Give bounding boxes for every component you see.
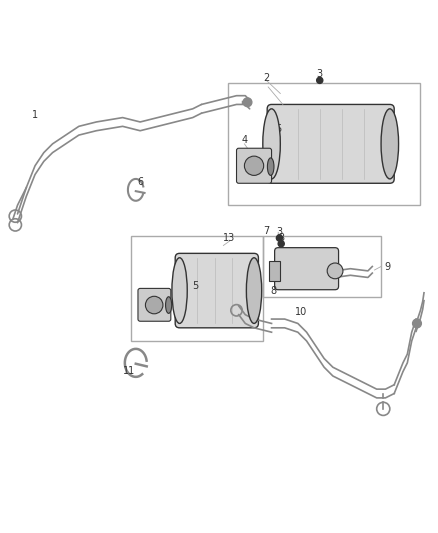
Text: 10: 10 xyxy=(295,308,307,318)
Ellipse shape xyxy=(166,297,172,313)
Ellipse shape xyxy=(246,258,261,324)
Text: 9: 9 xyxy=(385,262,391,271)
Text: 3: 3 xyxy=(278,233,284,243)
Bar xyxy=(228,83,420,205)
Circle shape xyxy=(327,263,343,279)
Text: 5: 5 xyxy=(192,281,198,291)
Circle shape xyxy=(317,77,323,84)
Ellipse shape xyxy=(263,109,280,179)
Text: 1: 1 xyxy=(32,110,38,120)
Circle shape xyxy=(145,296,163,314)
Circle shape xyxy=(278,241,284,247)
Text: 5: 5 xyxy=(275,124,281,134)
FancyBboxPatch shape xyxy=(275,248,339,290)
Bar xyxy=(131,236,263,341)
Text: 4: 4 xyxy=(241,135,247,146)
Circle shape xyxy=(413,319,421,328)
Text: 6: 6 xyxy=(137,177,143,187)
Text: 2: 2 xyxy=(263,73,269,83)
FancyBboxPatch shape xyxy=(175,253,258,328)
FancyBboxPatch shape xyxy=(267,104,394,183)
Text: 7: 7 xyxy=(263,225,269,236)
Circle shape xyxy=(276,235,283,241)
Ellipse shape xyxy=(172,258,187,324)
Text: 3: 3 xyxy=(317,69,323,79)
Circle shape xyxy=(243,98,252,107)
FancyBboxPatch shape xyxy=(237,148,272,183)
Text: 8: 8 xyxy=(271,286,277,296)
Text: 12: 12 xyxy=(141,296,153,306)
Circle shape xyxy=(244,156,264,175)
Text: 3: 3 xyxy=(276,228,283,237)
Text: 13: 13 xyxy=(223,233,236,243)
Ellipse shape xyxy=(381,109,399,179)
Bar xyxy=(269,261,280,280)
FancyBboxPatch shape xyxy=(138,288,171,321)
Ellipse shape xyxy=(267,158,274,175)
Text: 11: 11 xyxy=(123,366,135,376)
Bar xyxy=(263,236,381,297)
